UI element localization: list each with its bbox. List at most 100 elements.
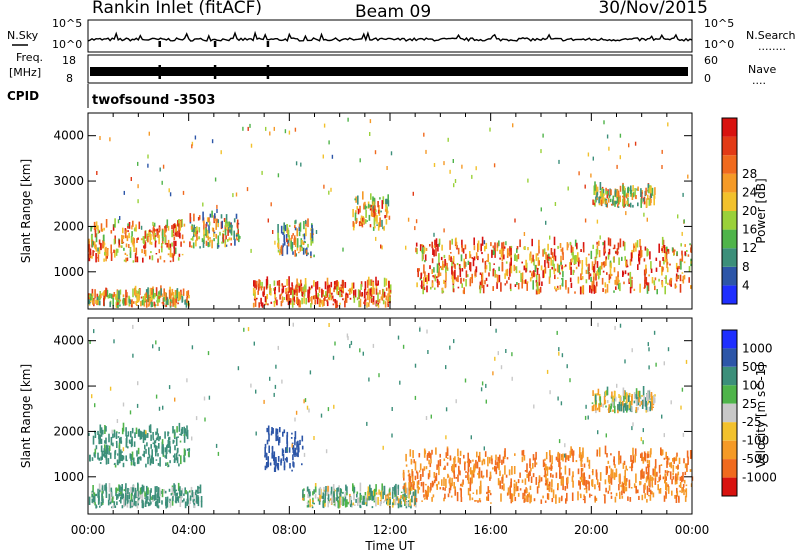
echo-1-181 bbox=[144, 294, 146, 301]
echo-0-210 bbox=[125, 427, 127, 437]
echo-2-72 bbox=[214, 216, 216, 222]
echo-4-220 bbox=[598, 447, 601, 457]
echo-1-22 bbox=[180, 294, 183, 298]
echo-6-260 bbox=[629, 258, 632, 266]
echo-6-537 bbox=[571, 258, 573, 263]
echo-6-31 bbox=[547, 261, 550, 268]
scatter-echo-44 bbox=[412, 191, 414, 196]
echo-4-288 bbox=[340, 286, 342, 290]
colorbar-tick-2: 12 bbox=[742, 241, 757, 255]
echo-0-235 bbox=[103, 448, 106, 457]
echo-4-64 bbox=[349, 288, 351, 295]
echo-3-253 bbox=[383, 485, 386, 496]
echo-3-188 bbox=[330, 498, 332, 501]
echo-1-74 bbox=[141, 493, 144, 504]
scatter-echo-47 bbox=[117, 219, 120, 224]
scatter-echo-152 bbox=[220, 150, 222, 155]
echo-6-155 bbox=[494, 250, 496, 258]
echo-7-16 bbox=[653, 196, 655, 206]
echo-4-538 bbox=[488, 490, 491, 493]
echo-0-91 bbox=[171, 252, 174, 258]
echo-5-62 bbox=[608, 407, 610, 413]
echo-4-131 bbox=[432, 494, 435, 498]
echo-4-685 bbox=[408, 473, 411, 481]
nsky-label: N.Sky bbox=[7, 29, 39, 42]
echo-6-413 bbox=[420, 284, 423, 288]
scatter-echo-81 bbox=[328, 323, 330, 327]
echo-1-234 bbox=[88, 299, 90, 305]
scatter-echo-147 bbox=[191, 436, 193, 441]
noise-line bbox=[87, 30, 693, 43]
echo-6-290 bbox=[636, 240, 639, 248]
echo-2-15 bbox=[207, 235, 210, 241]
echo-6-367 bbox=[674, 249, 676, 252]
echo-4-130 bbox=[469, 467, 472, 475]
echo-6-399 bbox=[588, 272, 590, 280]
scatter-echo-121 bbox=[209, 221, 211, 226]
echo-6-191 bbox=[508, 252, 510, 255]
echo-0-110 bbox=[129, 453, 132, 459]
vel-colorbar-swatch-8 bbox=[722, 477, 737, 496]
echo-4-558 bbox=[561, 495, 563, 501]
echo-6-187 bbox=[574, 239, 577, 247]
echo-4-71 bbox=[469, 477, 472, 485]
echo-1-119 bbox=[109, 301, 111, 308]
echo-2-15 bbox=[266, 439, 269, 445]
echo-4-326 bbox=[261, 302, 264, 308]
echo-6-354 bbox=[679, 274, 682, 282]
echo-3-16 bbox=[319, 492, 321, 502]
echo-0-118 bbox=[179, 440, 182, 443]
echo-6-391 bbox=[421, 280, 423, 289]
echo-4-94 bbox=[346, 293, 349, 298]
echo-4-18 bbox=[590, 494, 593, 496]
echo-0-114 bbox=[100, 445, 103, 453]
echo-4-63 bbox=[417, 480, 420, 485]
echo-0-225 bbox=[103, 242, 106, 246]
echo-0-174 bbox=[155, 253, 158, 255]
echo-3-213 bbox=[363, 496, 366, 500]
echo-4-92 bbox=[666, 472, 669, 476]
echo-1-136 bbox=[147, 287, 149, 297]
echo-0-85 bbox=[166, 219, 169, 228]
echo-7-127 bbox=[606, 191, 609, 195]
echo-4-264 bbox=[257, 291, 259, 295]
echo-0-80 bbox=[114, 451, 116, 460]
echo-4-493 bbox=[499, 470, 501, 476]
echo-4-323 bbox=[663, 495, 666, 502]
scatter-echo-118 bbox=[554, 202, 557, 206]
echo-4-116 bbox=[326, 299, 328, 302]
echo-4-121 bbox=[359, 290, 361, 297]
vel-colorbar-swatch-3 bbox=[722, 385, 737, 404]
echo-3-146 bbox=[403, 495, 405, 501]
echo-4-559 bbox=[686, 469, 688, 472]
echo-4-635 bbox=[436, 483, 438, 490]
echo-4-253 bbox=[385, 278, 388, 286]
echo-0-104 bbox=[126, 254, 128, 257]
echo-4-289 bbox=[336, 286, 338, 295]
echo-4-93 bbox=[481, 460, 484, 466]
echo-1-70 bbox=[153, 494, 156, 501]
echo-0-116 bbox=[153, 228, 156, 233]
echo-6-472 bbox=[441, 244, 443, 251]
scatter-echo-127 bbox=[485, 399, 487, 404]
echo-1-226 bbox=[198, 488, 201, 493]
echo-6-122 bbox=[554, 255, 557, 262]
echo-0-2 bbox=[108, 447, 110, 455]
scatter-echo-89 bbox=[627, 187, 629, 192]
echo-1-234 bbox=[115, 487, 118, 493]
echo-6-441 bbox=[647, 249, 649, 256]
scatter-echo-88 bbox=[533, 404, 535, 409]
echo-6-640 bbox=[581, 260, 584, 270]
echo-0-164 bbox=[130, 462, 133, 466]
nave-tick-low: 0 bbox=[704, 72, 711, 85]
echo-4-246 bbox=[546, 467, 549, 476]
echo-6-600 bbox=[440, 265, 442, 269]
echo-0-199 bbox=[180, 241, 182, 247]
echo-3-176 bbox=[337, 496, 340, 499]
echo-6-639 bbox=[551, 266, 553, 270]
echo-3-211 bbox=[307, 493, 309, 498]
echo-6-262 bbox=[488, 272, 490, 277]
echo-6-445 bbox=[669, 263, 671, 266]
echo-4-527 bbox=[448, 487, 451, 494]
echo-4-647 bbox=[495, 466, 498, 475]
